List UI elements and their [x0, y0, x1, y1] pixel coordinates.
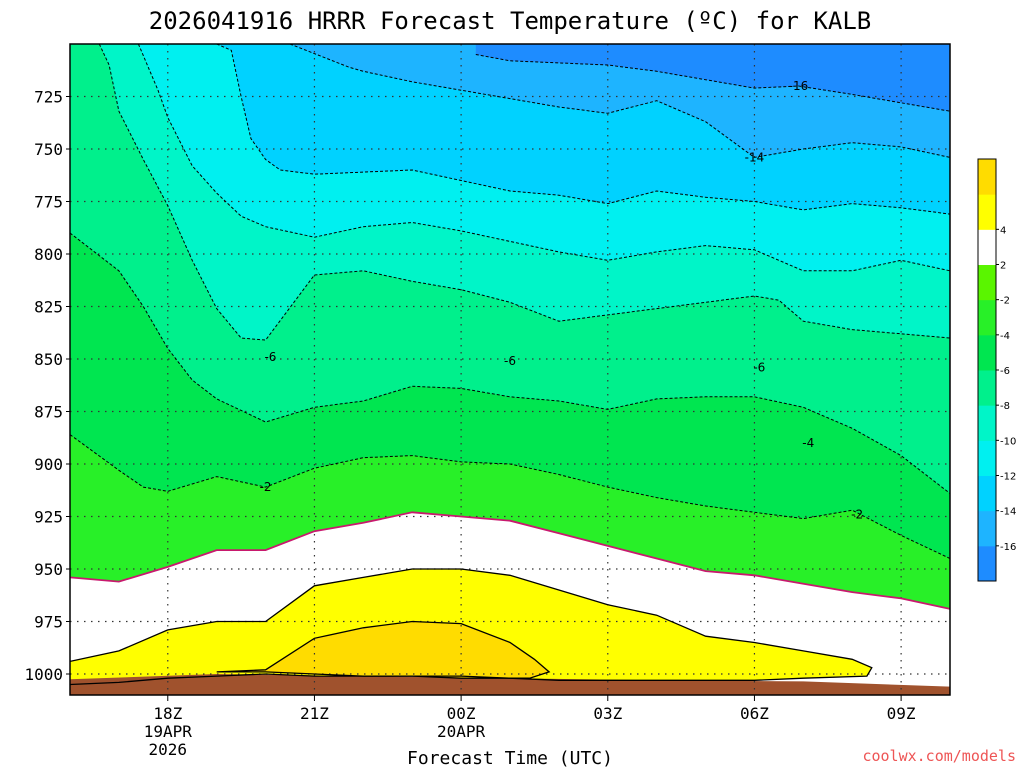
isotherm-m2 — [70, 511, 950, 610]
plot-frame — [69, 43, 951, 696]
contour-label-2: -6 — [264, 350, 276, 364]
y-tick-label-850: 850 — [34, 350, 63, 369]
colorbar-label-2: -12 — [1000, 472, 1016, 483]
contour-label-7: -2 — [851, 507, 863, 521]
x-tick-year-18Z: 2026 — [149, 740, 188, 759]
contour-label-5: -4 — [802, 436, 814, 450]
contour-label-6: -2 — [260, 480, 272, 494]
x-tick-label-21Z: 21Z — [300, 704, 329, 723]
colorbar-swatch-6 — [978, 334, 996, 371]
isotherm-m6 — [70, 232, 950, 494]
colorbar-label-5: -6 — [1000, 366, 1010, 377]
y-tick-label-725: 725 — [34, 88, 63, 107]
colorbar-swatch-4 — [978, 405, 996, 441]
colorbar-swatch-7 — [978, 299, 996, 336]
colorbar-label-9: 4 — [1000, 225, 1006, 236]
colorbar-label-0: -16 — [1000, 542, 1016, 553]
y-tick-label-750: 750 — [34, 140, 63, 159]
isotherm-2 — [216, 620, 551, 679]
ground-surface — [70, 674, 950, 695]
isotherm-m12 — [216, 44, 950, 215]
y-tick-label-775: 775 — [34, 193, 63, 212]
colorbar-swatch-2 — [978, 475, 996, 512]
colorbar: -16 -14 -12 -10 -8 -6 -4 -2 2 4 — [977, 158, 1016, 582]
contour-labels: -16 -14 -6 -6 -6 -4 -2 -2 — [260, 79, 864, 521]
colorbar-label-7: -2 — [1000, 296, 1010, 307]
y-tick-label-900: 900 — [34, 455, 63, 474]
contour-label-4: -6 — [753, 360, 765, 374]
colorbar-label-6: -4 — [1000, 331, 1010, 342]
isotherm-m4 — [70, 434, 950, 559]
colorbar-label-4: -8 — [1000, 401, 1010, 412]
y-axis: 725 750 775 800 825 850 875 900 925 950 975 1000 — [24, 88, 70, 684]
isotherm-m14 — [289, 44, 950, 158]
y-tick-label-1000: 1000 — [24, 665, 63, 684]
y-tick-label-975: 975 — [34, 613, 63, 632]
colorbar-swatch-9 — [978, 229, 996, 265]
x-tick-label-06Z: 06Z — [740, 704, 769, 723]
colorbar-swatch-11 — [978, 159, 996, 195]
x-tick-date-18Z: 19APR — [144, 722, 193, 741]
colorbar-swatch-10 — [978, 194, 996, 230]
colorbar-label-1: -14 — [1000, 507, 1016, 518]
colorbar-swatch-1 — [978, 510, 996, 547]
colorbar-swatch-3 — [978, 440, 996, 476]
y-tick-label-800: 800 — [34, 245, 63, 264]
chart-title: 2026041916 HRRR Forecast Temperature (ºC… — [149, 7, 871, 35]
contour-label-0: -16 — [789, 79, 809, 93]
ground-fill — [70, 674, 950, 695]
isotherm-lines — [70, 44, 950, 686]
colorbar-swatch-0 — [978, 545, 996, 582]
colorbar-label-3: -10 — [1000, 436, 1016, 447]
y-tick-label-825: 825 — [34, 298, 63, 317]
x-tick-label-18Z: 18Z — [153, 704, 182, 723]
x-axis-label: Forecast Time (UTC) — [407, 748, 613, 768]
colorbar-label-8: 2 — [1000, 261, 1006, 272]
isotherm-m16 — [475, 54, 950, 112]
credit-text: coolwx.com/models — [862, 747, 1016, 765]
isotherm-m10 — [137, 44, 950, 272]
x-tick-label-03Z: 03Z — [593, 704, 622, 723]
y-tick-label-875: 875 — [34, 403, 63, 422]
band-fill-gold — [216, 621, 550, 679]
contour-label-3: -6 — [504, 354, 516, 368]
colorbar-swatch-5 — [978, 370, 996, 406]
x-tick-date-00Z: 20APR — [437, 722, 486, 741]
y-tick-label-950: 950 — [34, 560, 63, 579]
plot-area: -16 -14 -6 -6 -6 -4 -2 -2 — [70, 44, 950, 695]
contour-label-1: -14 — [745, 150, 765, 164]
y-tick-label-925: 925 — [34, 508, 63, 527]
x-tick-label-09Z: 09Z — [887, 704, 916, 723]
isotherm-0 — [70, 568, 873, 686]
x-tick-label-00Z: 00Z — [447, 704, 476, 723]
colorbar-swatch-8 — [978, 264, 996, 301]
